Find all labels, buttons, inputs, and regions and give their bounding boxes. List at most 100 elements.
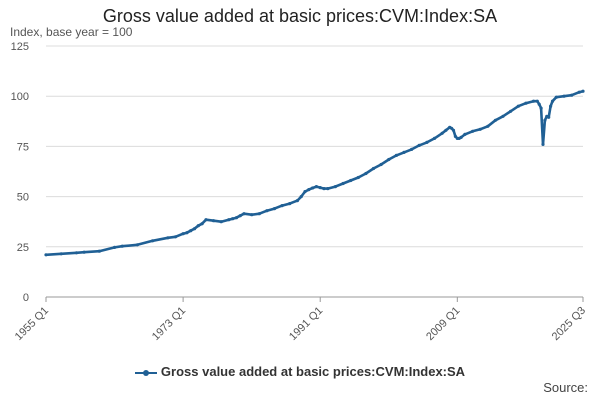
x-tick-label-2: 1991 Q1 (287, 305, 325, 343)
data-point (509, 109, 513, 113)
data-point (234, 216, 238, 220)
data-point (318, 186, 322, 190)
data-point (192, 227, 197, 231)
data-point (196, 224, 200, 228)
data-point (189, 229, 193, 233)
data-point (387, 157, 391, 162)
data-point (402, 150, 406, 154)
data-point (166, 236, 170, 240)
data-point (450, 126, 454, 130)
data-point (493, 118, 497, 122)
x-tick-label-3: 2009 Q1 (424, 305, 462, 343)
data-point (524, 101, 528, 105)
data-point (200, 222, 204, 226)
data-point (265, 209, 269, 213)
data-point (471, 129, 475, 133)
data-point (501, 114, 505, 118)
data-point (531, 99, 536, 103)
data-point (185, 231, 189, 235)
data-point (120, 244, 124, 248)
data-point (227, 218, 231, 222)
data-point (535, 99, 539, 103)
data-point (204, 218, 208, 222)
y-tick-label-0: 0 (23, 292, 29, 304)
data-point (410, 147, 414, 151)
data-point (212, 219, 216, 223)
series-layer (44, 89, 585, 257)
data-point (272, 207, 277, 211)
data-point (516, 104, 520, 108)
y-axis-label: Index, base year = 100 (10, 25, 133, 39)
data-point (543, 118, 547, 122)
data-point (250, 213, 254, 217)
data-point (288, 202, 292, 206)
data-point (322, 187, 326, 191)
data-point (59, 252, 63, 256)
y-tick-label-125: 125 (11, 41, 29, 53)
data-point (314, 185, 318, 189)
data-point (581, 89, 585, 93)
data-point (74, 251, 79, 255)
legend: Gross value added at basic prices:CVM:In… (0, 364, 600, 379)
data-point (463, 132, 467, 136)
y-tick-label-25: 25 (17, 242, 29, 254)
data-point (341, 181, 345, 186)
data-point (478, 127, 482, 131)
data-point (550, 99, 555, 103)
data-point (554, 95, 558, 99)
data-point (432, 136, 437, 140)
data-point (326, 187, 330, 191)
data-point (333, 185, 337, 189)
data-point (451, 128, 456, 132)
data-point (231, 217, 235, 221)
data-point (486, 124, 490, 128)
legend-swatch (134, 368, 157, 378)
data-point (299, 195, 303, 199)
data-point (238, 214, 242, 218)
data-point (280, 204, 284, 208)
data-point (577, 90, 581, 94)
data-point (547, 115, 551, 119)
data-point (307, 188, 311, 192)
chart-title: Gross value added at basic prices:CVM:In… (102, 6, 498, 26)
data-point (356, 175, 360, 180)
data-point (394, 153, 398, 157)
data-point (242, 212, 246, 216)
data-point (379, 162, 383, 167)
data-point (151, 239, 155, 243)
tick-labels: 0 25 50 75 100 125 1955 Q1 1973 Q1 1991 Q1 2009 Q… (11, 41, 588, 343)
data-point (459, 135, 463, 139)
data-point (349, 178, 353, 183)
data-point (417, 143, 421, 147)
gridlines (46, 45, 583, 248)
data-point (371, 166, 376, 171)
data-point (97, 249, 101, 253)
data-point (257, 212, 261, 216)
data-point (539, 106, 543, 110)
data-point (303, 190, 307, 194)
data-point (453, 134, 457, 138)
data-point (537, 102, 541, 106)
data-point (173, 235, 178, 239)
data-point (425, 140, 429, 144)
legend-label: Gross value added at basic prices:CVM:In… (160, 364, 466, 379)
data-point (311, 186, 315, 190)
x-tick-label-1: 1973 Q1 (150, 305, 188, 343)
data-point (364, 171, 368, 176)
data-point (541, 142, 545, 146)
y-tick-label-100: 100 (11, 91, 29, 103)
data-point (570, 93, 574, 97)
data-point (135, 243, 139, 247)
axes (45, 296, 584, 302)
data-point (113, 245, 117, 249)
source-label: Source: (543, 380, 588, 395)
y-tick-label-50: 50 (17, 192, 29, 204)
data-point (82, 250, 86, 254)
y-tick-label-75: 75 (17, 141, 29, 153)
data-point (295, 199, 299, 203)
data-point (444, 128, 448, 132)
data-point (181, 232, 185, 236)
data-point (549, 104, 553, 108)
data-point (44, 253, 48, 257)
